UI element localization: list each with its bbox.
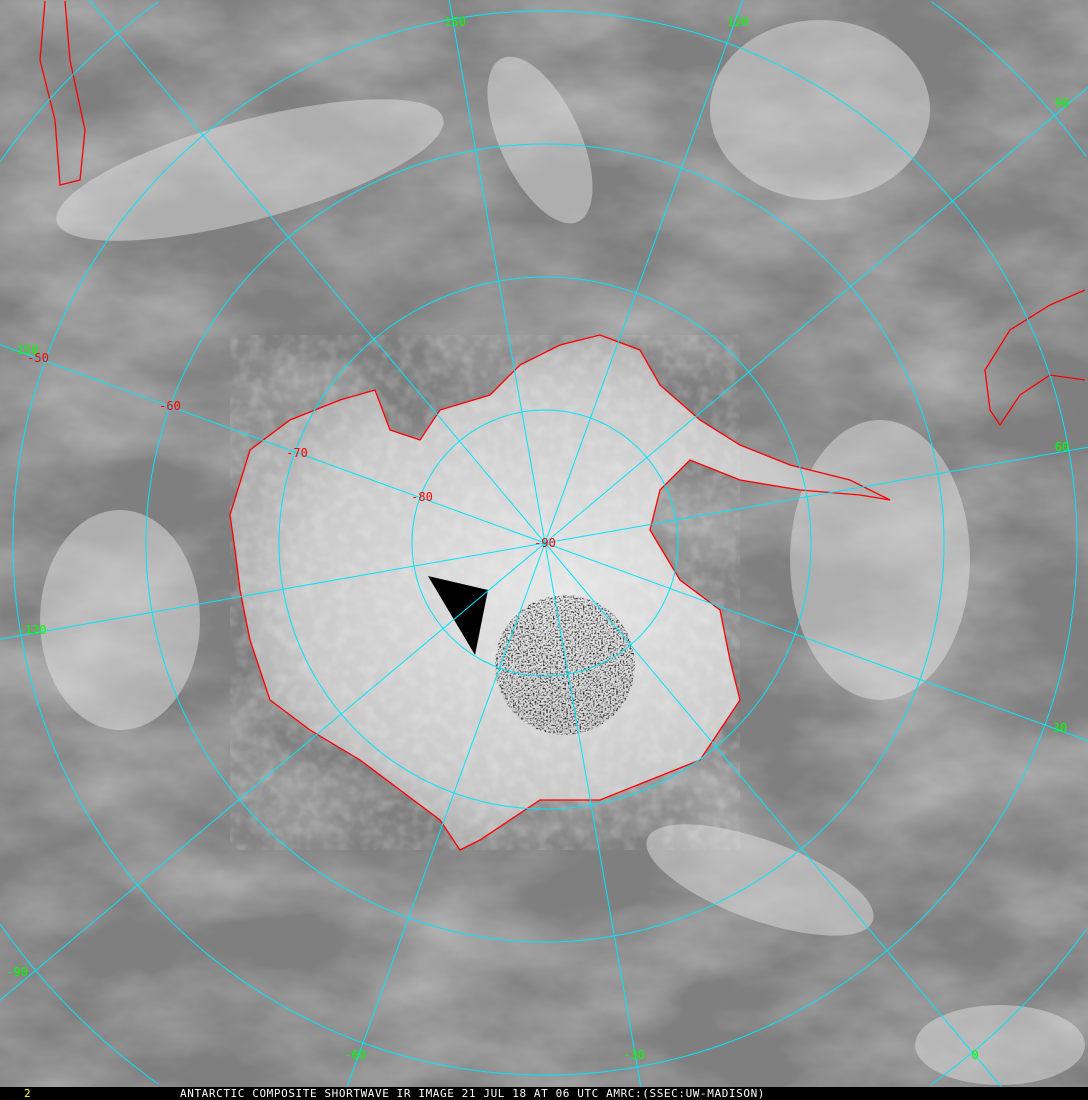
latitude-label: -70 [286,446,308,460]
latitude-circle [930,928,1087,1085]
meridian-line [88,0,546,544]
meridian-line [346,542,546,1087]
meridian-line [0,542,546,1001]
longitude-label: -150 [10,343,39,357]
latitude-circle [930,1,1087,158]
coastline-south-america [984,289,1086,427]
latitude-circle [145,143,945,943]
frame-number: 2 [24,1087,31,1100]
image-caption: ANTARCTIC COMPOSITE SHORTWAVE IR IMAGE 2… [180,1087,766,1100]
meridian-line [448,0,546,544]
meridian-line [544,542,1088,742]
coastline-new-zealand [39,0,86,186]
longitude-label: 150 [444,15,466,29]
longitude-label: -90 [6,965,28,979]
meridian-line [0,344,546,544]
latitude-circle [411,409,679,677]
latitude-label: -90 [534,536,556,550]
longitude-label: 90 [1055,96,1069,110]
longitude-label: -30 [623,1048,645,1062]
longitude-label: 120 [727,15,749,29]
cloud-bands [40,20,1085,1085]
longitude-label: 60 [1055,440,1069,454]
grid-labels: -50 -60 -70 -80 -90 150 120 90 60 30 0 -30 -60 -90 -12… [6,15,1069,1062]
longitude-label: 30 [1053,721,1067,735]
latitude-circle [12,10,1078,1076]
meridian-line [544,0,744,544]
latitude-label: -60 [159,399,181,413]
missing-data-speckle [495,595,635,735]
meridian-line [544,542,1002,1087]
meridian-line [544,86,1088,544]
latitude-circle [0,924,160,1085]
coastline [229,334,891,851]
meridian-line [544,542,642,1087]
longitude-label: 0 [971,1048,978,1062]
meridian-line [544,446,1088,544]
meridian-line [0,542,546,640]
latitude-circle [0,1,160,162]
caption-bar: 2 ANTARCTIC COMPOSITE SHORTWAVE IR IMAGE… [0,1087,1088,1100]
latitude-label: -80 [411,490,433,504]
longitude-label: -120 [18,623,47,637]
latitude-circle [278,276,812,810]
longitude-label: -60 [344,1048,366,1062]
latitude-label: -50 [27,351,49,365]
